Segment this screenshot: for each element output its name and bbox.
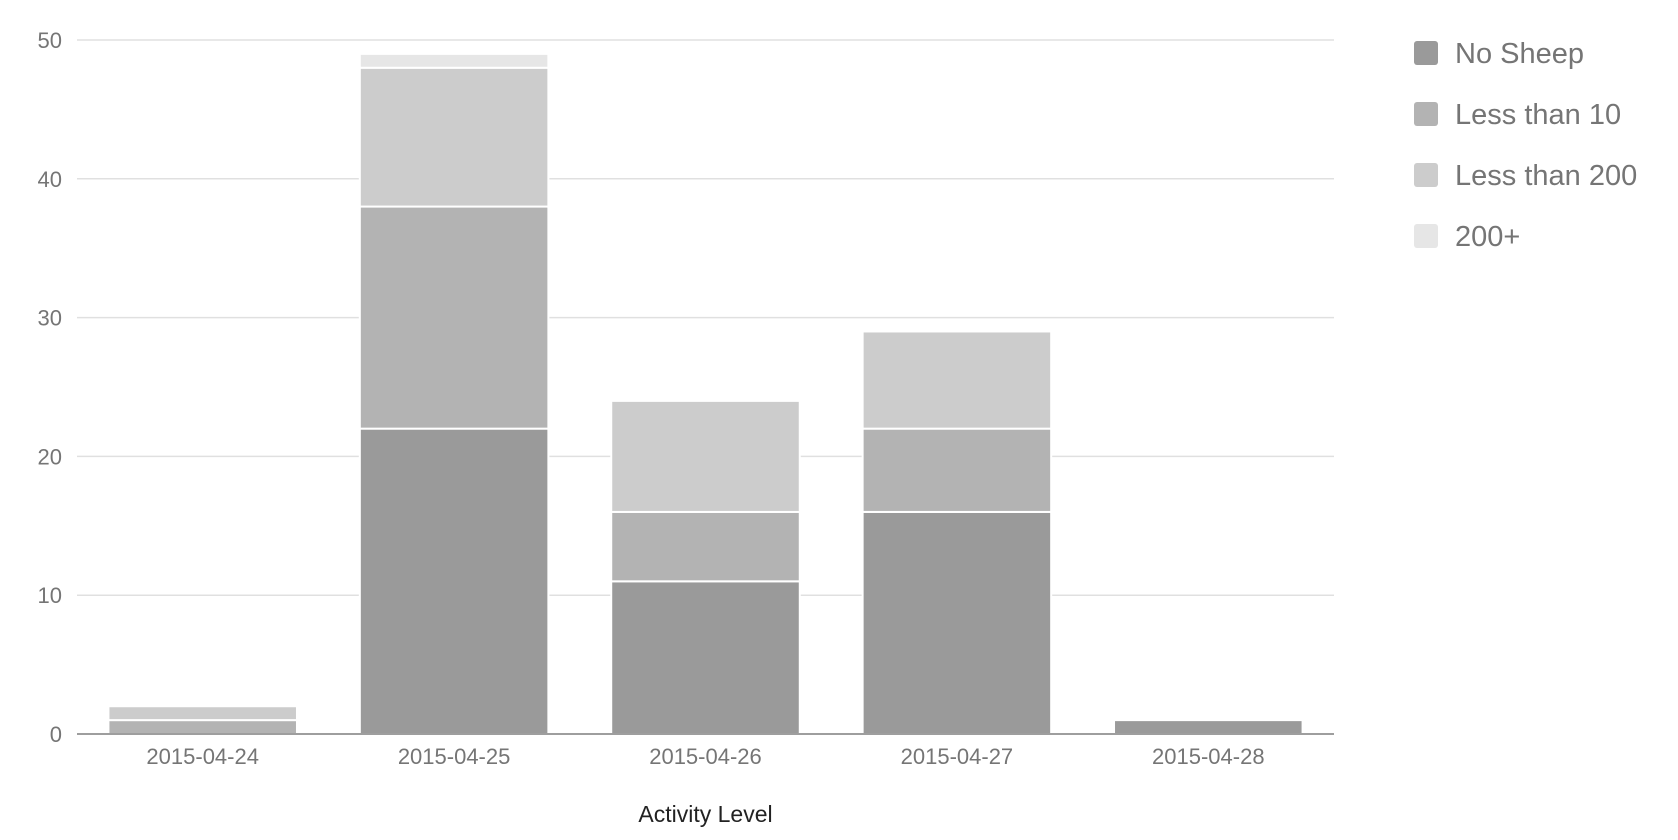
- bar-segment: [358, 205, 550, 430]
- bars: [107, 52, 1304, 736]
- bar-segment: [107, 719, 298, 735]
- x-axis-ticks: 2015-04-24 2015-04-25 2015-04-26 2015-04-27…: [146, 744, 1264, 769]
- legend-label: No Sheep: [1455, 38, 1584, 70]
- bar-segment: [861, 510, 1053, 736]
- x-tick-label: 2015-04-24: [146, 744, 259, 769]
- bar-segment: [358, 66, 550, 208]
- y-tick-label: 50: [38, 28, 62, 53]
- legend-label: Less than 200: [1455, 160, 1637, 192]
- y-tick-label: 40: [38, 167, 62, 192]
- gridlines: [77, 39, 1334, 596]
- legend-swatch: [1414, 224, 1438, 248]
- bar-segment: [610, 399, 801, 513]
- x-axis-label: Activity Level: [638, 801, 772, 827]
- legend-swatch: [1414, 41, 1438, 65]
- y-tick-label: 30: [38, 306, 62, 331]
- x-tick-label: 2015-04-28: [1152, 744, 1265, 769]
- bar-segment: [861, 330, 1053, 430]
- x-tick-label: 2015-04-27: [901, 744, 1014, 769]
- x-tick-label: 2015-04-25: [398, 744, 511, 769]
- bar-segment: [610, 510, 801, 583]
- y-tick-label: 20: [38, 444, 62, 469]
- bar-segment: [861, 427, 1053, 513]
- legend: No Sheep Less than 10 Less than 200 200+: [1414, 38, 1637, 253]
- legend-label: 200+: [1455, 221, 1520, 253]
- y-tick-label: 0: [50, 722, 62, 747]
- bar-segment: [358, 427, 550, 735]
- bar-segment: [358, 52, 550, 69]
- x-tick-label: 2015-04-26: [649, 744, 762, 769]
- y-tick-label: 10: [38, 583, 62, 608]
- bar-segment: [1113, 719, 1304, 735]
- y-axis-ticks: 0 10 20 30 40 50: [38, 28, 62, 747]
- legend-swatch: [1414, 102, 1438, 126]
- legend-swatch: [1414, 163, 1438, 187]
- bar-segment: [610, 580, 801, 735]
- legend-label: Less than 10: [1455, 99, 1621, 131]
- bar-segment: [107, 705, 298, 722]
